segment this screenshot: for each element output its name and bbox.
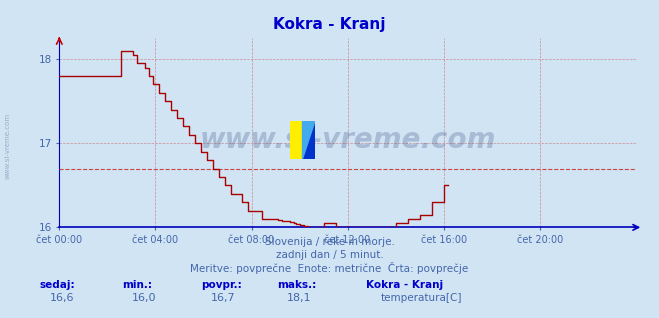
Text: 18,1: 18,1 [287, 293, 311, 302]
Bar [290, 121, 302, 159]
Text: Kokra - Kranj: Kokra - Kranj [366, 280, 443, 290]
Text: 16,6: 16,6 [49, 293, 74, 302]
Text: Slovenija / reke in morje.: Slovenija / reke in morje. [264, 237, 395, 247]
Polygon shape [302, 121, 315, 159]
Text: min.:: min.: [122, 280, 152, 290]
Text: temperatura[C]: temperatura[C] [381, 293, 463, 302]
Text: www.si-vreme.com: www.si-vreme.com [200, 126, 496, 154]
Text: sedaj:: sedaj: [40, 280, 75, 290]
Polygon shape [302, 121, 315, 159]
Text: maks.:: maks.: [277, 280, 316, 290]
Text: www.si-vreme.com: www.si-vreme.com [5, 113, 11, 179]
Text: Meritve: povprečne  Enote: metrične  Črta: povprečje: Meritve: povprečne Enote: metrične Črta:… [190, 262, 469, 274]
Text: Kokra - Kranj: Kokra - Kranj [273, 17, 386, 32]
Text: 16,0: 16,0 [132, 293, 156, 302]
Text: zadnji dan / 5 minut.: zadnji dan / 5 minut. [275, 250, 384, 259]
Text: povpr.:: povpr.: [201, 280, 242, 290]
Text: 16,7: 16,7 [211, 293, 235, 302]
